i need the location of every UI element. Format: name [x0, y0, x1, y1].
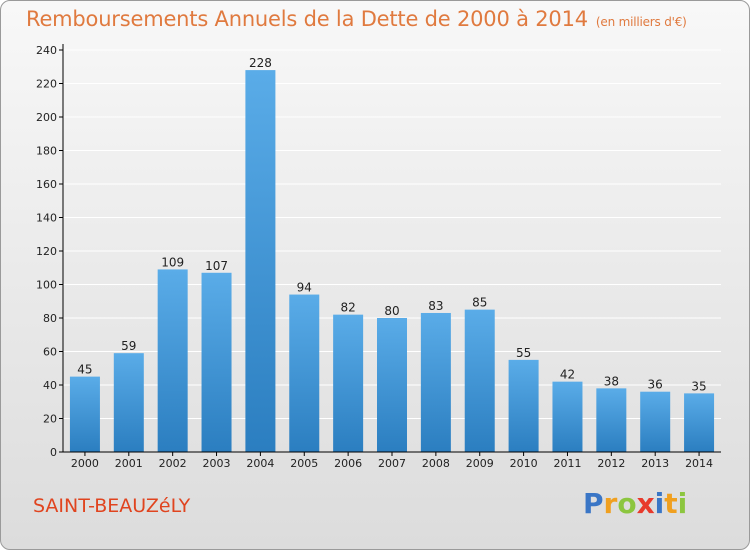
value-label-2009: 85: [472, 296, 487, 310]
bar-2005[interactable]: [289, 294, 320, 452]
y-tick-label: 60: [43, 346, 57, 359]
y-tick-label: 220: [36, 78, 57, 91]
x-tick-label-2014: 2014: [685, 457, 713, 470]
value-label-2007: 80: [384, 304, 399, 318]
logo-letter: i: [677, 487, 688, 520]
chart-unit: (en milliers d'€): [595, 15, 687, 29]
y-tick-label: 140: [36, 212, 57, 225]
logo-letter: x: [636, 487, 655, 520]
logo-letter: r: [603, 487, 618, 520]
value-label-2002: 109: [161, 255, 184, 269]
x-tick-label-2006: 2006: [334, 457, 362, 470]
y-tick-label: 40: [43, 379, 57, 392]
value-label-2012: 38: [604, 374, 619, 388]
x-tick-label-2011: 2011: [553, 457, 581, 470]
bar-2010[interactable]: [508, 359, 539, 452]
value-label-2006: 82: [340, 301, 355, 315]
value-label-2000: 45: [77, 363, 92, 377]
bar-2006[interactable]: [333, 314, 364, 452]
logo-letter: P: [583, 487, 604, 520]
y-tick-label: 120: [36, 245, 57, 258]
x-tick-label-2010: 2010: [510, 457, 538, 470]
bar-2014[interactable]: [684, 393, 715, 452]
bar-2007[interactable]: [377, 318, 407, 452]
y-tick-label: 240: [36, 44, 57, 57]
bar-2008[interactable]: [420, 312, 451, 452]
bar-2013[interactable]: [640, 391, 671, 452]
y-tick-label: 80: [43, 312, 57, 325]
commune-name: SAINT-BEAUZéLY: [33, 495, 191, 517]
value-label-2008: 83: [428, 299, 443, 313]
value-label-2005: 94: [297, 281, 312, 295]
value-label-2001: 59: [121, 339, 136, 353]
x-tick-label-2007: 2007: [378, 457, 406, 470]
value-label-2003: 107: [205, 259, 228, 273]
value-label-2010: 55: [516, 346, 531, 360]
chart-title-text: Remboursements Annuels de la Dette de 20…: [26, 7, 588, 31]
bar-2012[interactable]: [596, 388, 627, 452]
x-tick-label-2009: 2009: [466, 457, 494, 470]
bar-2009[interactable]: [464, 309, 495, 452]
axes-group: [59, 44, 721, 456]
y-tick-label: 20: [43, 413, 57, 426]
value-labels: 45 59 109 107 228 94 82 80 83 85 55 42 38 36 35: [77, 56, 706, 393]
x-tick-label-2013: 2013: [641, 457, 669, 470]
x-tick-label-2000: 2000: [71, 457, 99, 470]
value-label-2011: 42: [560, 368, 575, 382]
y-tick-label: 0: [50, 446, 57, 459]
y-tick-label: 100: [36, 279, 57, 292]
x-tick-label-2004: 2004: [246, 457, 274, 470]
proxiti-logo[interactable]: Proxiti: [583, 487, 687, 520]
logo-letter: t: [664, 487, 678, 520]
logo-letter: o: [617, 487, 637, 520]
x-tick-label-2001: 2001: [115, 457, 143, 470]
bar-2003[interactable]: [201, 272, 232, 452]
value-label-2004: 228: [249, 56, 272, 70]
x-tick-label-2003: 2003: [203, 457, 231, 470]
x-tick-label-2008: 2008: [422, 457, 450, 470]
bar-2002[interactable]: [157, 269, 188, 452]
x-tick-label-2005: 2005: [290, 457, 318, 470]
chart-title: Remboursements Annuels de la Dette de 20…: [26, 7, 687, 31]
x-tick-label-2012: 2012: [597, 457, 625, 470]
y-tick-label: 180: [36, 145, 57, 158]
y-tick-label: 160: [36, 178, 57, 191]
bar-2011[interactable]: [552, 381, 583, 452]
logo-letter: i: [654, 487, 665, 520]
x-tick-labels: 2000 2001 2002 2003 2004 2005 2006 2007 2008 2009…: [71, 457, 713, 470]
bar-2000[interactable]: [69, 376, 100, 452]
x-tick-label-2002: 2002: [159, 457, 187, 470]
bars-group: [69, 70, 715, 452]
bar-2004[interactable]: [245, 70, 276, 452]
y-tick-labels: 0 20 40 60 80 100 120 140 160 180 200 220 240: [36, 44, 57, 459]
bar-2001[interactable]: [113, 353, 144, 452]
value-label-2013: 36: [648, 378, 663, 392]
y-tick-label: 200: [36, 111, 57, 124]
value-label-2014: 35: [691, 379, 706, 393]
